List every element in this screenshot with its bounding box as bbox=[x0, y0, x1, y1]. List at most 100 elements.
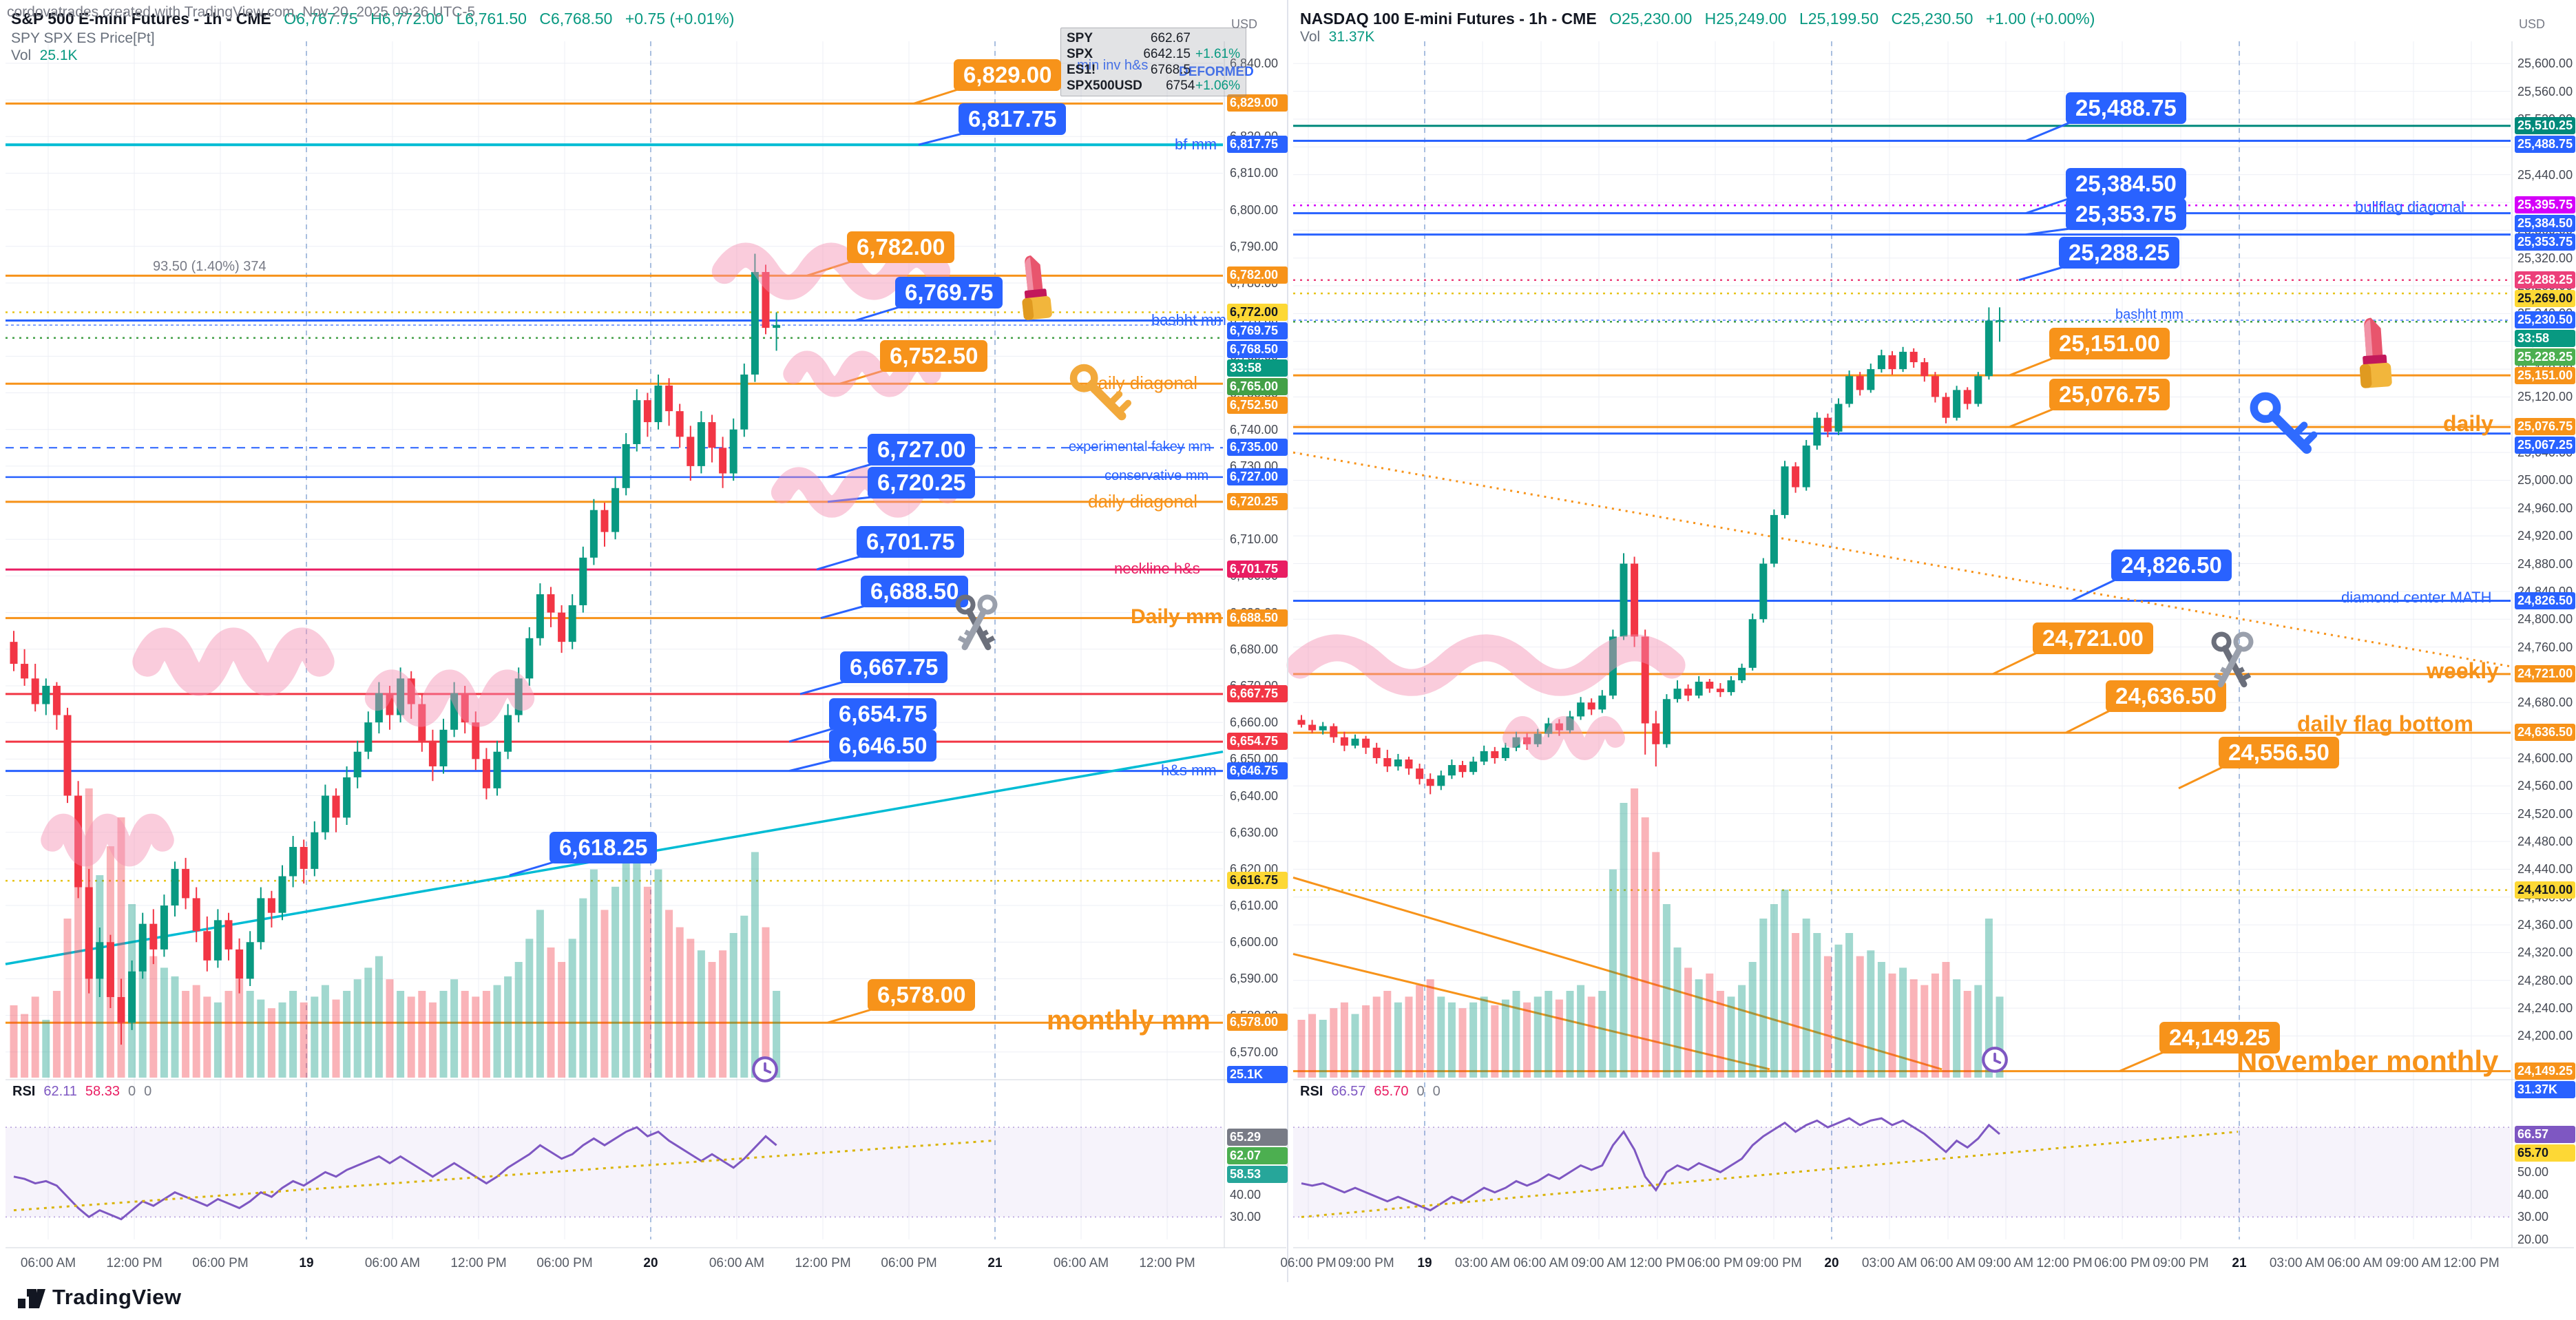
price-axis-tag: 6,720.25 bbox=[1227, 492, 1288, 510]
keys-crossed-sticker[interactable] bbox=[942, 591, 1011, 660]
chart-annotation[interactable]: monthly mm bbox=[1047, 1005, 1211, 1036]
price-callout[interactable]: 25,353.75 bbox=[2066, 198, 2186, 230]
price-callout[interactable]: 25,488.75 bbox=[2066, 92, 2186, 124]
watchlist-row[interactable]: SPX500USD 6754 +1.06% bbox=[1067, 78, 1240, 94]
callout-pointer bbox=[2018, 266, 2064, 282]
lipstick-sticker[interactable] bbox=[2330, 308, 2418, 397]
price-callout[interactable]: 6,782.00 bbox=[847, 231, 955, 263]
price-callout[interactable]: 25,288.25 bbox=[2059, 237, 2179, 269]
y-axis-tick: 25,440.00 bbox=[2517, 167, 2573, 182]
chart-annotation[interactable]: daily bbox=[2443, 410, 2493, 436]
price-callout[interactable]: 6,654.75 bbox=[829, 698, 937, 730]
price-callout[interactable]: 6,667.75 bbox=[840, 651, 948, 683]
volume-series bbox=[1297, 788, 2004, 1078]
chart-annotation[interactable]: diamond center MATH bbox=[2341, 589, 2492, 607]
key-sticker[interactable] bbox=[1064, 358, 1136, 430]
highlighter-scribbles[interactable] bbox=[1286, 634, 1686, 760]
y-axis-tick: 24,600.00 bbox=[2517, 751, 2573, 765]
ohlc-change: +0.75 (+0.01%) bbox=[625, 10, 735, 28]
price-callout[interactable]: 24,556.50 bbox=[2219, 737, 2339, 768]
price-callout[interactable]: 6,817.75 bbox=[959, 103, 1067, 135]
rsi-legend[interactable]: RSI 66.57 65.70 0 0 bbox=[1300, 1084, 1449, 1100]
chart-annotation[interactable]: bashht mm bbox=[2115, 307, 2184, 323]
price-callout[interactable]: 24,149.25 bbox=[2159, 1022, 2280, 1054]
price-callout[interactable]: 6,688.50 bbox=[861, 576, 969, 607]
volume-label[interactable]: Vol bbox=[11, 48, 32, 63]
chart-annotation[interactable]: DEFORMED bbox=[1179, 65, 1254, 80]
price-callout[interactable]: 6,646.50 bbox=[829, 730, 937, 762]
price-callout[interactable]: 6,578.00 bbox=[868, 979, 976, 1011]
price-callout[interactable]: 6,829.00 bbox=[954, 59, 1062, 91]
chart-title[interactable]: NASDAQ 100 E-mini Futures - 1h - CME bbox=[1300, 10, 1597, 28]
callout-pointer bbox=[2119, 1051, 2164, 1073]
watchlist-row[interactable]: SPX 6642.15 +1.61% bbox=[1067, 46, 1240, 62]
chart-annotation[interactable]: bashht mm bbox=[1151, 311, 1226, 328]
badge-sticker[interactable] bbox=[751, 1055, 779, 1084]
rsi-name: RSI bbox=[1300, 1084, 1323, 1099]
price-callout[interactable]: 24,721.00 bbox=[2033, 622, 2153, 654]
price-callout[interactable]: 25,384.50 bbox=[2066, 168, 2186, 200]
chart-annotation[interactable]: weekly bbox=[2427, 658, 2499, 684]
badge-sticker[interactable] bbox=[1980, 1045, 2009, 1074]
y-axis-tick: 6,640.00 bbox=[1230, 788, 1279, 803]
price-callout[interactable]: 6,720.25 bbox=[868, 467, 976, 499]
chart-annotation[interactable]: min inv h&s bbox=[1077, 57, 1149, 73]
chart-annotation[interactable]: 93.50 (1.40%) 374 bbox=[153, 258, 266, 274]
rsi-legend[interactable]: RSI 62.11 58.33 0 0 bbox=[12, 1084, 160, 1100]
chart-annotation[interactable]: bullflag diagonal bbox=[2355, 198, 2465, 216]
price-axis-tag: 24,410.00 bbox=[2515, 881, 2575, 899]
chart-annotation[interactable]: daily diagonal bbox=[1088, 490, 1198, 512]
price-callout[interactable]: 6,752.50 bbox=[880, 340, 988, 372]
chart-annotation[interactable]: bf mm bbox=[1175, 135, 1217, 153]
chart-annotation[interactable]: USD bbox=[1231, 17, 1258, 31]
y-axis-tick: 25,560.00 bbox=[2517, 84, 2573, 98]
watchlist-symbol: ES1! bbox=[1067, 63, 1096, 77]
chart-title[interactable]: S&P 500 E-mini Futures - 1h - CME bbox=[11, 10, 271, 28]
callout-pointer bbox=[806, 260, 852, 277]
time-axis-label: 06:00 AM bbox=[709, 1256, 765, 1270]
chart-annotation[interactable]: Daily mm bbox=[1131, 605, 1223, 628]
ohlc-high: H6,772.00 bbox=[370, 10, 444, 28]
price-axis-tag: 6,667.75 bbox=[1227, 684, 1288, 702]
chart-annotation[interactable]: h&s mm bbox=[1161, 761, 1217, 779]
watchlist-row[interactable]: ES1! 6768.5 bbox=[1067, 62, 1240, 78]
time-axis-label: 12:00 PM bbox=[795, 1256, 851, 1270]
chart-annotation[interactable]: USD bbox=[2519, 17, 2546, 31]
price-callout[interactable]: 6,769.75 bbox=[895, 277, 1003, 308]
rsi-name: RSI bbox=[12, 1084, 36, 1099]
key-sticker[interactable] bbox=[2243, 386, 2323, 465]
watchlist-row[interactable]: SPY 662.67 bbox=[1067, 30, 1240, 46]
tradingview-logo[interactable]: TradingView bbox=[18, 1285, 182, 1310]
price-axis-tag: 25,510.25 bbox=[2515, 116, 2575, 134]
watchlist-change bbox=[1191, 30, 1240, 46]
callout-pointer bbox=[816, 555, 861, 571]
price-callout[interactable]: 6,727.00 bbox=[868, 434, 976, 465]
price-callout[interactable]: 24,826.50 bbox=[2111, 549, 2232, 581]
lipstick-sticker[interactable] bbox=[994, 246, 1077, 329]
chart-annotation[interactable]: neckline h&s bbox=[1114, 560, 1200, 578]
candlestick-series bbox=[1297, 307, 2004, 795]
price-callout[interactable]: 6,701.75 bbox=[857, 526, 965, 558]
price-level-lines[interactable] bbox=[1292, 121, 2511, 1073]
rsi-value: 0 bbox=[144, 1084, 152, 1099]
price-callout[interactable]: 25,151.00 bbox=[2049, 328, 2170, 359]
time-axis-label: 06:00 AM bbox=[1920, 1256, 1976, 1270]
price-callout[interactable]: 6,618.25 bbox=[549, 832, 658, 863]
tradingview-logo-icon bbox=[18, 1289, 45, 1308]
chart-annotation[interactable]: daily flag bottom bbox=[2297, 711, 2473, 736]
rsi-value: 58.33 bbox=[85, 1084, 120, 1099]
volume-label[interactable]: Vol bbox=[1300, 29, 1321, 45]
watchlist-overlay[interactable]: SPY 662.67 SPX 6642.15 +1.61% ES1! 6768.5 SPX50… bbox=[1060, 28, 1246, 96]
price-callout[interactable]: 24,636.50 bbox=[2106, 680, 2226, 712]
keys-crossed-sticker[interactable] bbox=[2198, 628, 2267, 697]
chart-annotation[interactable]: daily diagonal bbox=[1088, 373, 1198, 394]
chart-panel-sp500[interactable]: S&P 500 E-mini Futures - 1h - CME O6,767… bbox=[0, 0, 1286, 1320]
chart-annotation[interactable]: November monthly bbox=[2237, 1044, 2499, 1077]
chart-panel-nasdaq[interactable]: NASDAQ 100 E-mini Futures - 1h - CME O25… bbox=[1289, 0, 2576, 1320]
indicator-legend[interactable]: SPY SPX ES Price[Pt] bbox=[11, 30, 155, 46]
price-axis-tag: 66.57 bbox=[2515, 1126, 2575, 1144]
price-callout[interactable]: 25,076.75 bbox=[2049, 379, 2170, 410]
chart-annotation[interactable]: conservative mm bbox=[1104, 468, 1209, 484]
chart-annotation[interactable]: experimental fakey mm bbox=[1069, 439, 1211, 454]
ohlc-close: C6,768.50 bbox=[539, 10, 613, 28]
